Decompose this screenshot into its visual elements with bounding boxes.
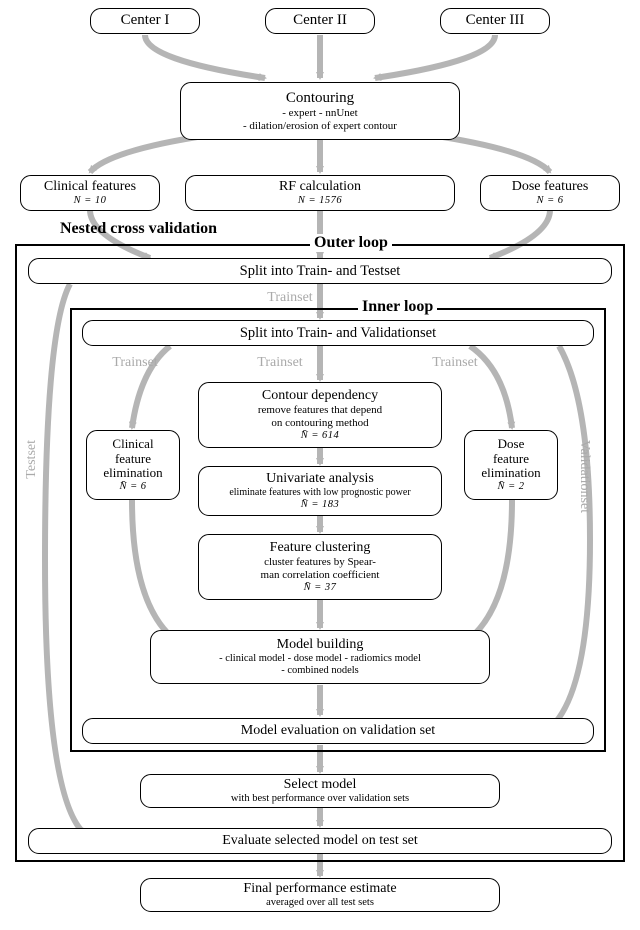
contour-dep-n: N̄ = 614	[301, 430, 340, 442]
contour-dep-sub2: on contouring method	[271, 417, 368, 430]
clinical-features-box: Clinical features N = 10	[20, 175, 160, 211]
final-box: Final performance estimate averaged over…	[140, 878, 500, 912]
rf-calc-title: RF calculation	[279, 179, 361, 195]
dose-elim-t3: elimination	[481, 466, 540, 481]
select-model-box: Select model with best performance over …	[140, 774, 500, 808]
trainset-label-3: Trainset	[420, 355, 490, 371]
dose-elim-t1: Dose	[498, 437, 525, 452]
dose-features-n: N = 6	[536, 195, 563, 207]
outer-loop-label: Outer loop	[310, 234, 392, 252]
split-train-test-box: Split into Train- and Testset	[28, 258, 612, 284]
inner-loop-frame	[70, 308, 606, 752]
contouring-line2: - dilation/erosion of expert contour	[243, 120, 397, 133]
dose-elim-n: N̄ = 2	[497, 481, 524, 493]
trainset-label-2: Trainset	[245, 355, 315, 371]
select-model-title: Select model	[284, 777, 357, 793]
model-building-title: Model building	[277, 637, 364, 653]
clustering-sub1: cluster features by Spear-	[264, 556, 376, 569]
contouring-box: Contouring - expert - nnUnet - dilation/…	[180, 82, 460, 140]
clustering-box: Feature clustering cluster features by S…	[198, 534, 442, 600]
rf-calc-n: N = 1576	[298, 195, 342, 207]
eval-test-box: Evaluate selected model on test set	[28, 828, 612, 854]
dose-elim-box: Dose feature elimination N̄ = 2	[464, 430, 558, 500]
dose-features-box: Dose features N = 6	[480, 175, 620, 211]
validationset-vlabel: Validationset	[576, 440, 592, 513]
clustering-sub2: man correlation coefficient	[261, 569, 380, 582]
clustering-title: Feature clustering	[270, 540, 371, 556]
model-building-box: Model building - clinical model - dose m…	[150, 630, 490, 684]
split-train-valid-box: Split into Train- and Validationset	[82, 320, 594, 346]
center-3-box: Center III	[440, 8, 550, 34]
eval-test-label: Evaluate selected model on test set	[222, 833, 418, 849]
model-building-sub1: - clinical model - dose model - radiomic…	[219, 653, 421, 665]
univariate-n: N̄ = 183	[301, 499, 340, 511]
clinical-features-n: N = 10	[74, 195, 107, 207]
model-eval-label: Model evaluation on validation set	[241, 723, 435, 739]
contouring-title: Contouring	[286, 90, 354, 107]
trainset-label-1: Trainset	[100, 355, 170, 371]
model-building-sub2: - combined nodels	[281, 665, 359, 677]
center-2-label: Center II	[293, 12, 347, 29]
clinical-elim-t1: Clinical	[112, 437, 153, 452]
split-train-valid-label: Split into Train- and Validationset	[240, 325, 436, 342]
dose-elim-t2: feature	[493, 452, 529, 467]
center-1-label: Center I	[121, 12, 170, 29]
center-3-label: Center III	[466, 12, 525, 29]
trainset-label-outer: Trainset	[250, 290, 330, 306]
clustering-n: N̄ = 37	[304, 582, 337, 594]
nested-cv-label: Nested cross validation	[60, 220, 217, 238]
rf-calc-box: RF calculation N = 1576	[185, 175, 455, 211]
univariate-title: Univariate analysis	[266, 471, 374, 487]
testset-vlabel: Testset	[24, 440, 40, 479]
center-1-box: Center I	[90, 8, 200, 34]
contour-dep-box: Contour dependency remove features that …	[198, 382, 442, 448]
model-eval-box: Model evaluation on validation set	[82, 718, 594, 744]
clinical-features-title: Clinical features	[44, 179, 136, 195]
clinical-elim-box: Clinical feature elimination N̄ = 6	[86, 430, 180, 500]
center-2-box: Center II	[265, 8, 375, 34]
select-model-sub: with best performance over validation se…	[231, 793, 409, 805]
clinical-elim-n: N̄ = 6	[119, 481, 146, 493]
clinical-elim-t2: feature	[115, 452, 151, 467]
final-sub: averaged over all test sets	[266, 897, 374, 909]
contour-dep-title: Contour dependency	[262, 388, 378, 404]
final-title: Final performance estimate	[243, 881, 396, 897]
clinical-elim-t3: elimination	[103, 466, 162, 481]
univariate-box: Univariate analysis eliminate features w…	[198, 466, 442, 516]
split-train-test-label: Split into Train- and Testset	[240, 263, 401, 280]
inner-loop-label: Inner loop	[358, 298, 437, 316]
univariate-sub: eliminate features with low prognostic p…	[229, 487, 410, 499]
dose-features-title: Dose features	[512, 179, 589, 195]
contour-dep-sub1: remove features that depend	[258, 404, 382, 417]
contouring-line1: - expert - nnUnet	[282, 107, 357, 120]
